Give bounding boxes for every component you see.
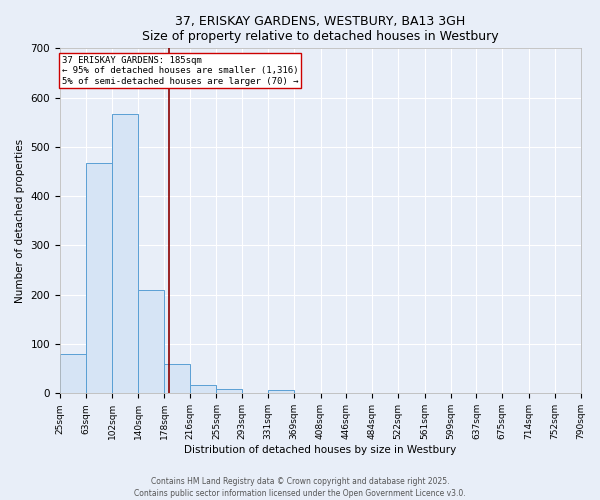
Bar (190, 386, 217, 394)
X-axis label: Distribution of detached houses by size in Westbury: Distribution of detached houses by size … (184, 445, 457, 455)
Bar (60, 354, 86, 394)
Bar (112, 114, 138, 394)
Text: Contains HM Land Registry data © Crown copyright and database right 2025.
Contai: Contains HM Land Registry data © Crown c… (134, 476, 466, 498)
Bar (268, 390, 294, 394)
Y-axis label: Number of detached properties: Number of detached properties (15, 139, 25, 303)
Bar (164, 364, 190, 394)
Bar (138, 290, 164, 394)
Bar (217, 390, 242, 394)
Text: 37 ERISKAY GARDENS: 185sqm
← 95% of detached houses are smaller (1,316)
5% of se: 37 ERISKAY GARDENS: 185sqm ← 95% of deta… (62, 56, 298, 86)
Title: 37, ERISKAY GARDENS, WESTBURY, BA13 3GH
Size of property relative to detached ho: 37, ERISKAY GARDENS, WESTBURY, BA13 3GH … (142, 15, 499, 43)
Bar (86, 163, 112, 394)
